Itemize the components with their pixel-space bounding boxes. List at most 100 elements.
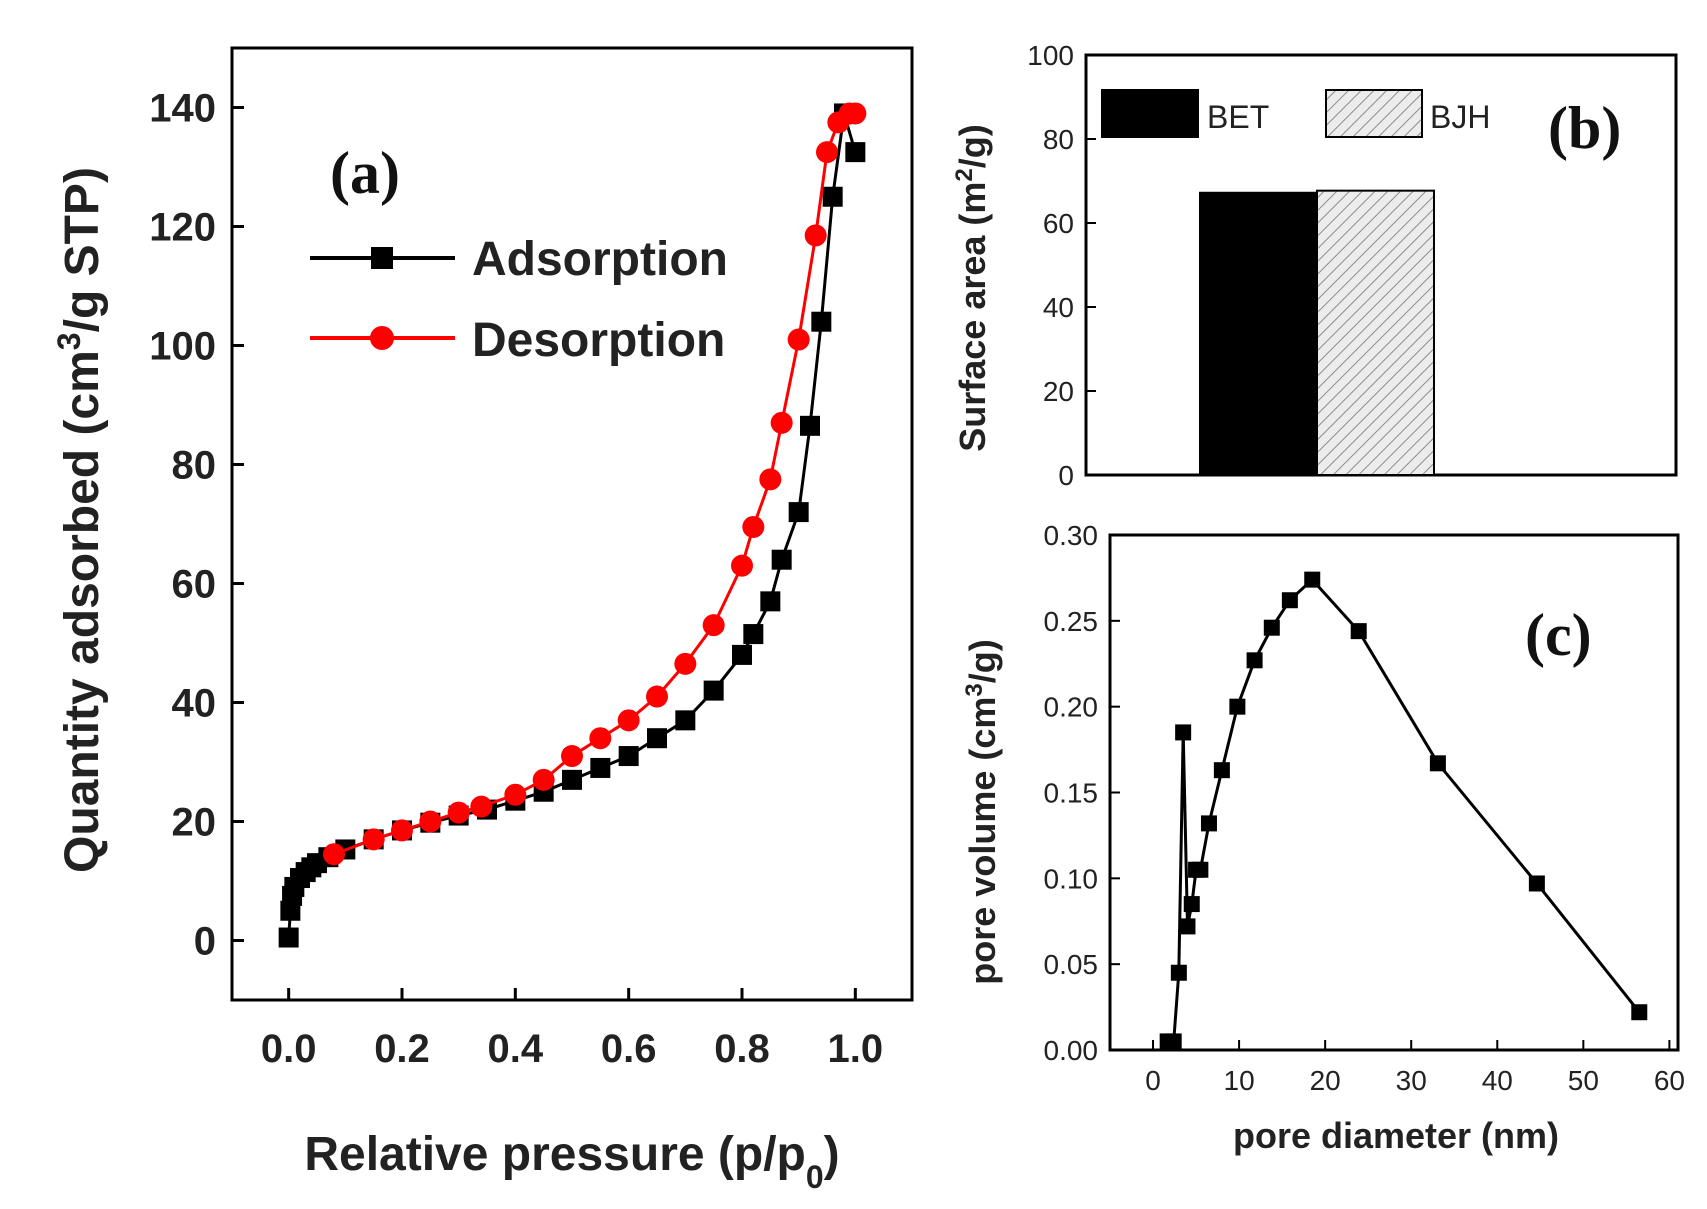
data-point (1304, 571, 1321, 588)
panel-a-xlabel-sub: 0 (806, 1159, 824, 1195)
panel-b-y-tick-label: 60 (1043, 208, 1074, 239)
panel-a-y-tick-label: 40 (172, 682, 217, 726)
panel-a-series (278, 102, 867, 948)
bar-bjh (1316, 189, 1435, 476)
data-point (804, 224, 827, 247)
data-point (561, 745, 583, 768)
data-point (447, 801, 470, 824)
panel-a-ylabel-post: /g STP) (56, 167, 109, 332)
data-point (1229, 698, 1246, 715)
panel-c-y-tick-label: 0.15 (1044, 778, 1099, 809)
series-adsorption (278, 103, 866, 948)
data-point (1263, 619, 1280, 636)
panel-a-y-tick-label: 60 (172, 563, 217, 607)
data-point (742, 515, 765, 538)
data-point (1350, 623, 1367, 640)
legend-desorption-label: Desorption (472, 314, 725, 367)
data-point (618, 746, 639, 767)
data-point (362, 828, 385, 851)
data-point (1175, 724, 1192, 741)
data-point (1200, 815, 1217, 832)
panel-a-y-tick-label: 20 (172, 801, 217, 845)
panel-a-y-tick-label: 100 (149, 325, 216, 369)
data-point (470, 795, 493, 818)
data-point (787, 328, 810, 351)
panel-c-x-tick-label: 50 (1568, 1065, 1599, 1096)
data-point (703, 680, 724, 701)
panel-c-y-tick-label: 0.30 (1044, 520, 1099, 551)
panel-b: 0 20 40 60 80 100 BET BJH (b) Surface area (m… (951, 40, 1678, 491)
panel-a-xlabel-end: ) (824, 1128, 840, 1181)
data-point (590, 757, 611, 778)
panel-c-y-tick-label: 0.10 (1044, 863, 1099, 894)
data-point (589, 727, 612, 750)
data-point (759, 468, 782, 491)
data-point (646, 685, 668, 708)
legend-bjh-label: BJH (1430, 99, 1490, 135)
data-point (845, 142, 866, 163)
data-point (617, 709, 640, 732)
panel-c-frame (1108, 533, 1680, 1052)
panel-c-ylabel-post: /g) (962, 639, 1003, 683)
panel-a-x-tick-label: 0.0 (261, 1027, 317, 1071)
data-point (1631, 1004, 1648, 1021)
panel-c-x-tick-label: 40 (1482, 1065, 1513, 1096)
panel-c-ylabel-sup: 3 (961, 683, 988, 696)
data-point (323, 843, 345, 866)
panel-b-legend: BET BJH (1101, 89, 1490, 138)
panel-a-x-tick-label: 1.0 (828, 1027, 884, 1071)
data-point (674, 652, 697, 675)
data-point (743, 624, 764, 645)
panel-a-y-tick-label: 80 (172, 444, 217, 488)
data-point (770, 411, 793, 434)
data-point (811, 311, 832, 332)
panel-c-y-axis-title: pore volume (cm3/g) (961, 639, 1004, 984)
data-point (822, 186, 843, 207)
legend-bet-label: BET (1207, 99, 1269, 135)
panel-c-y-tick-label: 0.00 (1044, 1035, 1099, 1066)
data-point (419, 810, 442, 833)
panel-a-label: (a) (330, 140, 400, 206)
data-point (771, 549, 792, 570)
panel-a-y-ticks: 0 20 40 60 80 100 120 140 (149, 87, 244, 964)
series-desorption (323, 102, 867, 866)
data-point (731, 554, 753, 577)
data-point (675, 710, 696, 731)
panel-b-label: (b) (1548, 95, 1621, 161)
data-point (1429, 755, 1446, 772)
panel-a-y-tick-label: 120 (149, 206, 216, 250)
legend-bjh-swatch (1325, 89, 1423, 138)
panel-a-x-tick-label: 0.6 (601, 1027, 657, 1071)
panel-a-x-tick-label: 0.8 (714, 1027, 770, 1071)
panel-c-series (1159, 571, 1648, 1050)
panel-a-frame (230, 46, 914, 1002)
panel-a-ylabel-sup: 3 (51, 332, 87, 350)
panel-b-ylabel-post: /g) (952, 124, 993, 168)
panel-c-x-axis-title: pore diameter (nm) (1233, 1115, 1559, 1156)
panel-b-y-tick-label: 40 (1043, 292, 1074, 323)
data-point (391, 819, 413, 842)
panel-c-x-tick-label: 20 (1310, 1065, 1341, 1096)
data-point (278, 927, 299, 948)
data-point (800, 415, 820, 436)
panel-c-x-tick-label: 0 (1145, 1065, 1161, 1096)
panel-c-label: (c) (1525, 602, 1592, 668)
data-point (504, 783, 527, 806)
panel-c-y-tick-label: 0.25 (1044, 606, 1099, 637)
panel-b-y-tick-label: 80 (1043, 124, 1074, 155)
panel-c-y-tick-label: 0.05 (1044, 949, 1099, 980)
data-point (732, 644, 752, 665)
panel-b-bars (1199, 189, 1435, 476)
data-point (816, 141, 838, 164)
panel-a-ylabel-pre: Quantity adsorbed (cm (56, 350, 109, 873)
panel-c-y-ticks: 0.00 0.05 0.10 0.15 0.20 0.25 0.30 (1044, 520, 1120, 1066)
legend-bet-swatch (1101, 89, 1199, 138)
data-point (760, 591, 781, 612)
panel-c-x-tick-label: 60 (1654, 1065, 1685, 1096)
panel-a-xlabel-main: Relative pressure (p/p (304, 1128, 806, 1181)
data-point (562, 769, 582, 790)
panel-a-x-tick-label: 0.2 (374, 1027, 430, 1071)
panel-c-ylabel-pre: pore volume (cm (962, 697, 1003, 985)
panel-c-x-ticks: 0 10 20 30 40 50 60 (1145, 1040, 1685, 1096)
panel-c-y-tick-label: 0.20 (1044, 692, 1099, 723)
